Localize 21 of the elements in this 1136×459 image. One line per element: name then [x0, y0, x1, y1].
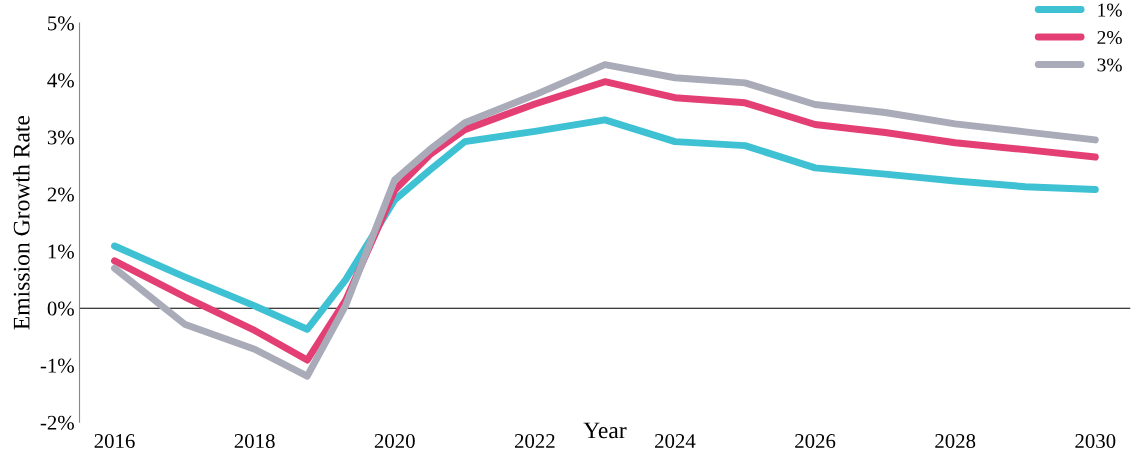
x-tick-label: 2016: [94, 433, 135, 449]
y-tick-label: 0%: [47, 301, 74, 316]
x-axis-title: Year: [583, 422, 627, 439]
legend-label: 1%: [1098, 3, 1122, 17]
y-tick-label: 1%: [48, 244, 74, 259]
x-tick-label: 2028: [935, 433, 976, 449]
x-tick-label: 2020: [374, 433, 415, 449]
y-tick-label: 4%: [47, 73, 74, 88]
x-tick-label: 2018: [234, 433, 275, 449]
x-tick-label: 2030: [1075, 433, 1116, 449]
y-tick-label: 5%: [48, 16, 74, 31]
x-tick-label: 2024: [655, 433, 696, 449]
x-tick-label: 2022: [514, 433, 555, 449]
y-tick-label: 2%: [47, 187, 74, 202]
x-tick-label: 2026: [795, 433, 836, 449]
y-tick-label: -1%: [40, 358, 74, 373]
legend-label: 2%: [1097, 30, 1122, 45]
y-axis-title: Emission Growth Rate: [12, 115, 30, 330]
y-tick-label: -2%: [40, 415, 74, 430]
y-tick-label: 3%: [47, 130, 74, 145]
legend-label: 3%: [1097, 58, 1122, 72]
